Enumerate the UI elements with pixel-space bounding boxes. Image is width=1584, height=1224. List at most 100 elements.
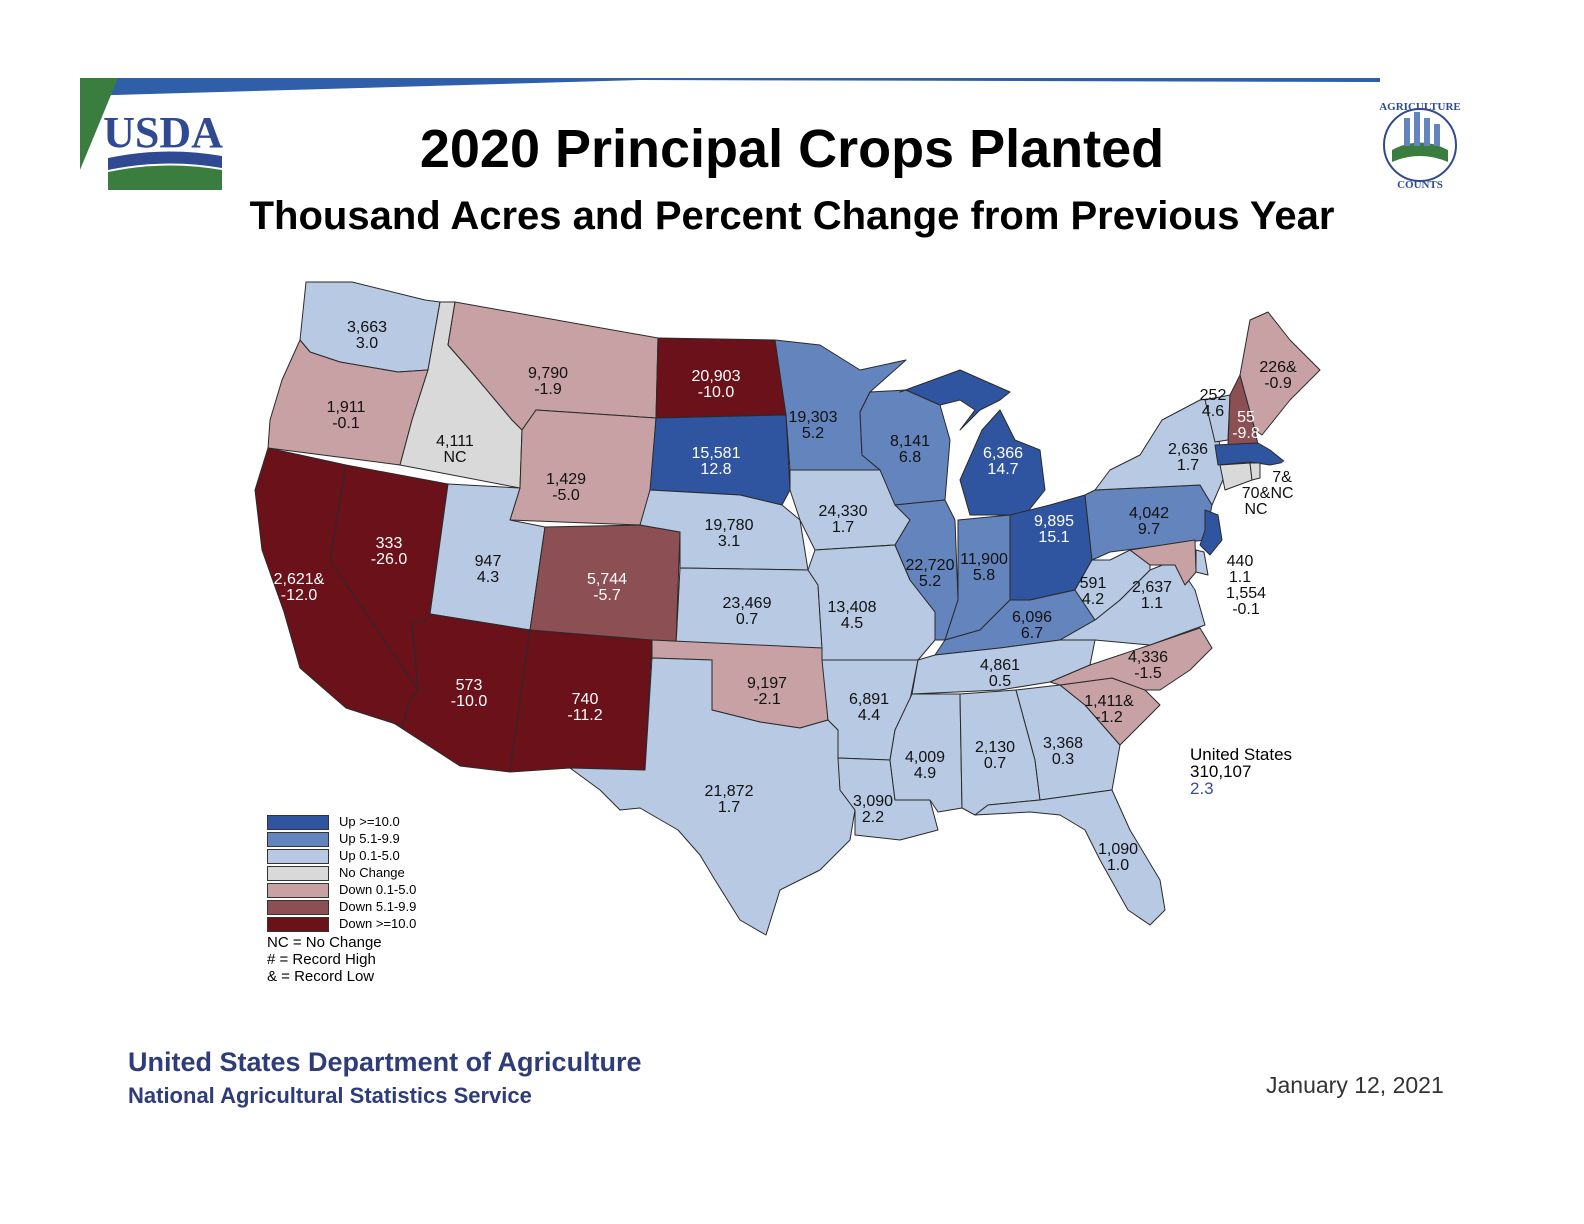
state-pct-NV: -26.0	[371, 551, 408, 568]
state-pct-MI: 14.7	[987, 461, 1018, 478]
state-acres-NJ: 312	[1227, 517, 1254, 534]
state-pct-TN: 0.5	[989, 673, 1011, 690]
state-pct-NH: -9.8	[1232, 425, 1260, 442]
state-acres-ME: 226&	[1259, 359, 1297, 376]
state-acres-WY: 1,429	[546, 471, 586, 488]
state-pct-PA: 9.7	[1138, 521, 1160, 538]
header-graphics: USDA AGRICULTURE COUNTS	[80, 78, 1461, 191]
state-acres-UT: 947	[475, 553, 502, 570]
state-acres-WA: 3,663	[347, 319, 387, 336]
state-acres-AL: 2,130	[975, 739, 1015, 756]
state-pct-MD: -0.1	[1232, 601, 1260, 618]
state-pct-NC: -1.5	[1134, 665, 1162, 682]
state-acres-TN: 4,861	[980, 657, 1020, 674]
state-CO	[529, 524, 681, 646]
state-pct-ND: -10.0	[698, 384, 735, 401]
state-acres-NM: 740	[572, 691, 599, 708]
usda-logo-text: USDA	[103, 108, 223, 157]
ag-counts-bottom-text: COUNTS	[1397, 179, 1443, 191]
state-FL	[974, 789, 1166, 926]
state-pct-MN: 5.2	[802, 425, 824, 442]
state-MD	[1129, 539, 1197, 586]
state-pct-KY: 6.7	[1021, 625, 1043, 642]
state-pct-AL: 0.7	[984, 755, 1006, 772]
state-acres-FL: 1,090	[1098, 841, 1138, 858]
state-acres-VA: 2,637	[1132, 579, 1172, 596]
state-labels: 3,6633.01,911-0.12,621&-12.04,111NC333-2…	[274, 319, 1312, 874]
page-title: 2020 Principal Crops Planted	[419, 119, 1165, 179]
legend-swatch	[267, 849, 329, 864]
us-total: United States 310,107 2.3	[1190, 746, 1292, 797]
state-pct-NE: 3.1	[718, 533, 740, 550]
state-ME	[1239, 311, 1321, 436]
state-NH	[1227, 374, 1259, 446]
state-acres-IA: 24,330	[819, 503, 868, 520]
us-total-label: United States	[1190, 745, 1293, 764]
legend-label: Up >=10.0	[339, 814, 400, 829]
state-pct-ME: -0.9	[1264, 375, 1292, 392]
legend-swatch	[267, 815, 329, 830]
state-acres-CA: 2,621&	[274, 571, 325, 588]
state-pct-UT: 4.3	[477, 569, 499, 586]
state-pct-WV: 4.2	[1082, 591, 1104, 608]
ag-counts-top-text: AGRICULTURE	[1379, 101, 1461, 113]
state-acres-ID: 4,111	[436, 433, 474, 450]
state-WI	[859, 389, 951, 506]
legend-label: Down >=10.0	[339, 916, 417, 931]
state-pct-MT: -1.9	[534, 381, 562, 398]
state-pct-FL: 1.0	[1107, 857, 1129, 874]
usda-logo: USDA	[103, 108, 223, 190]
state-pct-KS: 0.7	[736, 611, 758, 628]
state-pct-AR: 4.4	[858, 707, 880, 724]
state-pct-WI: 6.8	[899, 449, 921, 466]
state-pct-VT: 4.6	[1202, 403, 1224, 420]
state-acres-LA: 3,090	[853, 793, 893, 810]
state-MA	[1214, 442, 1286, 466]
state-MI	[899, 369, 1046, 516]
state-acres-PA: 4,042	[1129, 505, 1169, 522]
state-TN	[911, 639, 1096, 695]
state-acres-MT: 9,790	[528, 365, 568, 382]
state-acres-NH: 55	[1237, 409, 1255, 426]
legend-note-record-low: & = Record Low	[267, 968, 375, 985]
state-pct-IL: 5.2	[919, 573, 941, 590]
state-acres-SD: 15,581	[692, 445, 741, 462]
state-NC	[1049, 627, 1213, 691]
state-pct-RI: NC	[1270, 485, 1293, 502]
state-acres-VT: 252	[1200, 387, 1227, 404]
state-acres-WV: 591	[1080, 575, 1107, 592]
state-pct-OH: 15.1	[1038, 529, 1069, 546]
legend-swatch	[267, 883, 329, 898]
agriculture-counts-logo: AGRICULTURE COUNTS	[1379, 101, 1461, 191]
state-acres-AR: 6,891	[849, 691, 889, 708]
state-acres-MA: 74	[1287, 443, 1305, 460]
state-acres-NE: 19,780	[705, 517, 754, 534]
state-acres-KY: 6,096	[1012, 609, 1052, 626]
legend-label: Up 5.1-9.9	[339, 831, 400, 846]
state-pct-SC: -1.2	[1095, 709, 1123, 726]
legend-swatch	[267, 917, 329, 932]
state-acres-NY: 2,636	[1168, 441, 1208, 458]
state-pct-NY: 1.7	[1177, 457, 1199, 474]
legend-note-record-high: # = Record High	[267, 951, 376, 968]
page-subtitle: Thousand Acres and Percent Change from P…	[249, 194, 1335, 238]
state-pct-OK: -2.1	[753, 691, 781, 708]
state-pct-NM: -11.2	[567, 707, 602, 724]
state-acres-GA: 3,368	[1043, 735, 1083, 752]
state-acres-WI: 8,141	[890, 433, 930, 450]
state-pct-OR: -0.1	[332, 415, 360, 432]
state-pct-GA: 0.3	[1052, 751, 1074, 768]
state-acres-IL: 22,720	[906, 557, 955, 574]
state-DE	[1195, 549, 1209, 576]
state-pct-WA: 3.0	[356, 335, 378, 352]
state-acres-TX: 21,872	[705, 783, 754, 800]
us-total-acres: 310,107	[1190, 762, 1252, 781]
legend-swatch	[267, 900, 329, 915]
state-pct-DE: 1.1	[1229, 569, 1251, 586]
state-pct-IN: 5.8	[973, 567, 995, 584]
state-pct-CT: NC	[1244, 501, 1267, 518]
legend-note-nc: NC = No Change	[267, 934, 382, 951]
state-pct-NJ: 10.6	[1224, 533, 1255, 550]
state-pct-WY: -5.0	[552, 487, 580, 504]
